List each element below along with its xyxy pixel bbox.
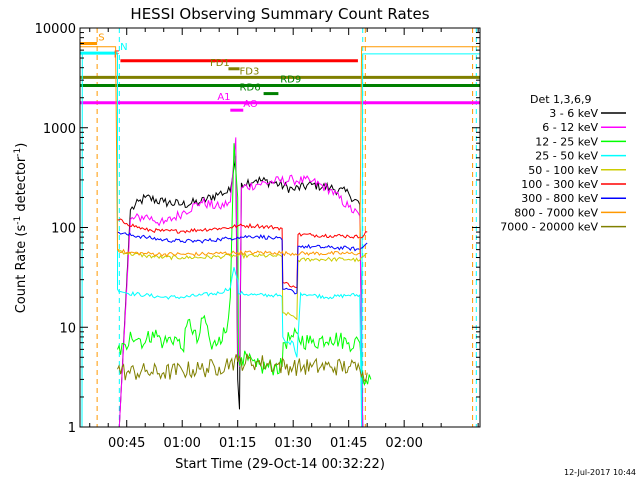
series-line — [117, 231, 368, 295]
chart-title: HESSI Observing Summary Count Rates — [130, 5, 429, 23]
y-axis-label-mid: detector — [14, 156, 29, 216]
legend-label: 25 - 50 keV — [535, 150, 598, 163]
plot-area: S NF FD1 FD3 RD9 RD6 A1 AO — [80, 28, 480, 428]
flag-label: FD1 — [210, 58, 230, 69]
x-axis-label: Start Time (29-Oct-14 00:32:22) — [175, 457, 385, 472]
legend-label: 50 - 100 keV — [528, 164, 598, 177]
y-axis: 1 10 100 1000 10000 — [35, 22, 480, 436]
x-tick-label: 01:00 — [163, 436, 200, 451]
legend-label: 300 - 800 keV — [521, 192, 598, 205]
flag-label: RD9 — [280, 75, 301, 86]
series-line — [80, 53, 480, 428]
series-line — [117, 249, 368, 321]
legend-label: 12 - 25 keV — [535, 135, 598, 148]
flag-label: F — [114, 50, 120, 61]
y-axis-label-sup2: -1 — [13, 148, 23, 157]
y-axis-label-main: Count Rate (s — [14, 225, 29, 314]
series-line — [80, 46, 480, 258]
y-tick-label: 10000 — [35, 22, 76, 37]
legend-title: Det 1,3,6,9 — [530, 93, 592, 106]
flag-label: S — [98, 32, 104, 43]
y-axis-label-end: ) — [14, 143, 29, 148]
x-tick-label: 01:30 — [274, 436, 311, 451]
y-tick-label: 1 — [68, 421, 76, 436]
x-tick-label: 01:45 — [330, 436, 367, 451]
y-tick-label: 100 — [51, 222, 76, 237]
series-line — [117, 156, 371, 428]
flag-label: N — [120, 42, 127, 53]
y-tick-label: 1000 — [43, 122, 76, 137]
x-tick-label: 01:15 — [219, 436, 256, 451]
x-tick-label: 02:00 — [385, 436, 422, 451]
x-axis: 00:45 01:00 01:15 01:30 01:45 02:00 — [89, 28, 479, 451]
x-tick-label: 00:45 — [108, 436, 145, 451]
legend-label: 7000 - 20000 keV — [500, 221, 598, 234]
series-line — [117, 143, 372, 387]
y-axis-label: Count Rate (s-1 detector-1) — [13, 143, 29, 314]
flag-label: FD3 — [240, 66, 260, 77]
legend-label: 100 - 300 keV — [521, 178, 598, 191]
flag-label: RD6 — [240, 83, 261, 94]
legend-label: 6 - 12 keV — [542, 121, 598, 134]
legend-label: 3 - 6 keV — [549, 107, 598, 120]
y-tick-label: 10 — [59, 321, 76, 336]
flag-label: AO — [243, 99, 258, 110]
series-line — [117, 353, 368, 382]
series-line — [117, 218, 368, 289]
footer-stamp: 12-Jul-2017 10:44 — [564, 468, 636, 477]
y-axis-label-sup1: -1 — [13, 216, 23, 225]
flag-label: A1 — [217, 92, 230, 103]
series-line — [115, 137, 371, 428]
legend-label: 800 - 7000 keV — [514, 206, 598, 219]
